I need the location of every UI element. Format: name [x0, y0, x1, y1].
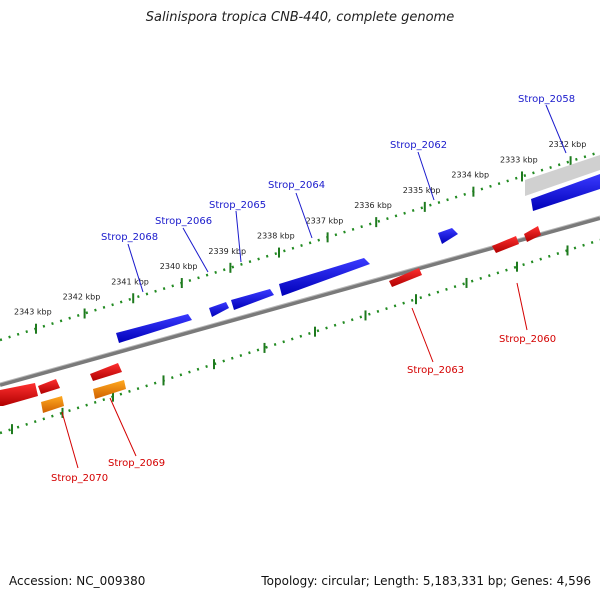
- kbp-label: 2339 kbp: [208, 247, 246, 256]
- leader-line: [235, 210, 242, 263]
- kbp-label: 2332 kbp: [549, 140, 587, 149]
- outer-tick-track: [0, 150, 600, 342]
- reverse-leaders: [61, 282, 528, 469]
- reverse-gene: [492, 236, 519, 253]
- forward-gene: [209, 302, 229, 317]
- gene-label[interactable]: Strop_2069: [108, 458, 165, 469]
- gene-label[interactable]: Strop_2070: [51, 473, 108, 484]
- forward-leaders: [127, 104, 567, 293]
- kbp-label: 2335 kbp: [403, 186, 441, 195]
- reverse-gene: [38, 379, 60, 394]
- leader-line: [61, 411, 79, 469]
- map-title: Salinispora tropica CNB-440, complete ge…: [145, 10, 455, 25]
- kbp-label: 2337 kbp: [306, 216, 344, 225]
- kbp-label: 2340 kbp: [160, 262, 198, 271]
- inner-tick-track: [0, 238, 600, 435]
- rna-gene: [93, 380, 126, 399]
- leader-line: [182, 227, 209, 273]
- forward-gene: [531, 174, 600, 211]
- gene-label[interactable]: Strop_2062: [390, 140, 447, 151]
- gene-label[interactable]: Strop_2066: [155, 216, 212, 227]
- forward-gene: [116, 314, 192, 343]
- gene-label[interactable]: Strop_2060: [499, 334, 556, 345]
- leader-line: [127, 243, 144, 293]
- reverse-gene: [90, 363, 122, 381]
- kbp-label: 2338 kbp: [257, 232, 295, 241]
- leader-line: [295, 192, 313, 239]
- gene-label[interactable]: Strop_2064: [268, 180, 325, 191]
- gene-label[interactable]: Strop_2063: [407, 365, 464, 376]
- forward-gene: [438, 228, 458, 244]
- leader-line: [545, 104, 567, 154]
- kbp-labels: 2343 kbp 2342 kbp 2341 kbp 2340 kbp 2339 kbp…: [14, 140, 586, 317]
- kbp-label: 2334 kbp: [451, 171, 489, 180]
- forward-gene: [231, 289, 274, 310]
- rna-gene: [41, 396, 64, 413]
- reverse-gene: [389, 268, 422, 287]
- kbp-label: 2336 kbp: [354, 201, 392, 210]
- leader-line: [516, 282, 528, 331]
- inner-major-ticks: [11, 245, 569, 435]
- outer-major-ticks: [35, 156, 572, 334]
- forward-gene: [279, 258, 370, 296]
- gene-label[interactable]: Strop_2068: [101, 232, 158, 243]
- grey-feature: [525, 155, 600, 196]
- leader-line: [417, 151, 435, 201]
- leader-line: [411, 307, 434, 363]
- kbp-label: 2342 kbp: [63, 292, 101, 301]
- accession-text: Accession: NC_009380: [9, 574, 146, 588]
- gene-label[interactable]: Strop_2065: [209, 200, 266, 211]
- gene-label[interactable]: Strop_2058: [518, 94, 575, 105]
- reverse-gene: [524, 226, 541, 242]
- genome-summary-text: Topology: circular; Length: 5,183,331 bp…: [261, 574, 591, 588]
- reverse-gene: [0, 383, 38, 406]
- kbp-label: 2333 kbp: [500, 155, 538, 164]
- kbp-label: 2343 kbp: [14, 308, 52, 317]
- kbp-label: 2341 kbp: [111, 277, 149, 286]
- leader-line: [109, 397, 137, 457]
